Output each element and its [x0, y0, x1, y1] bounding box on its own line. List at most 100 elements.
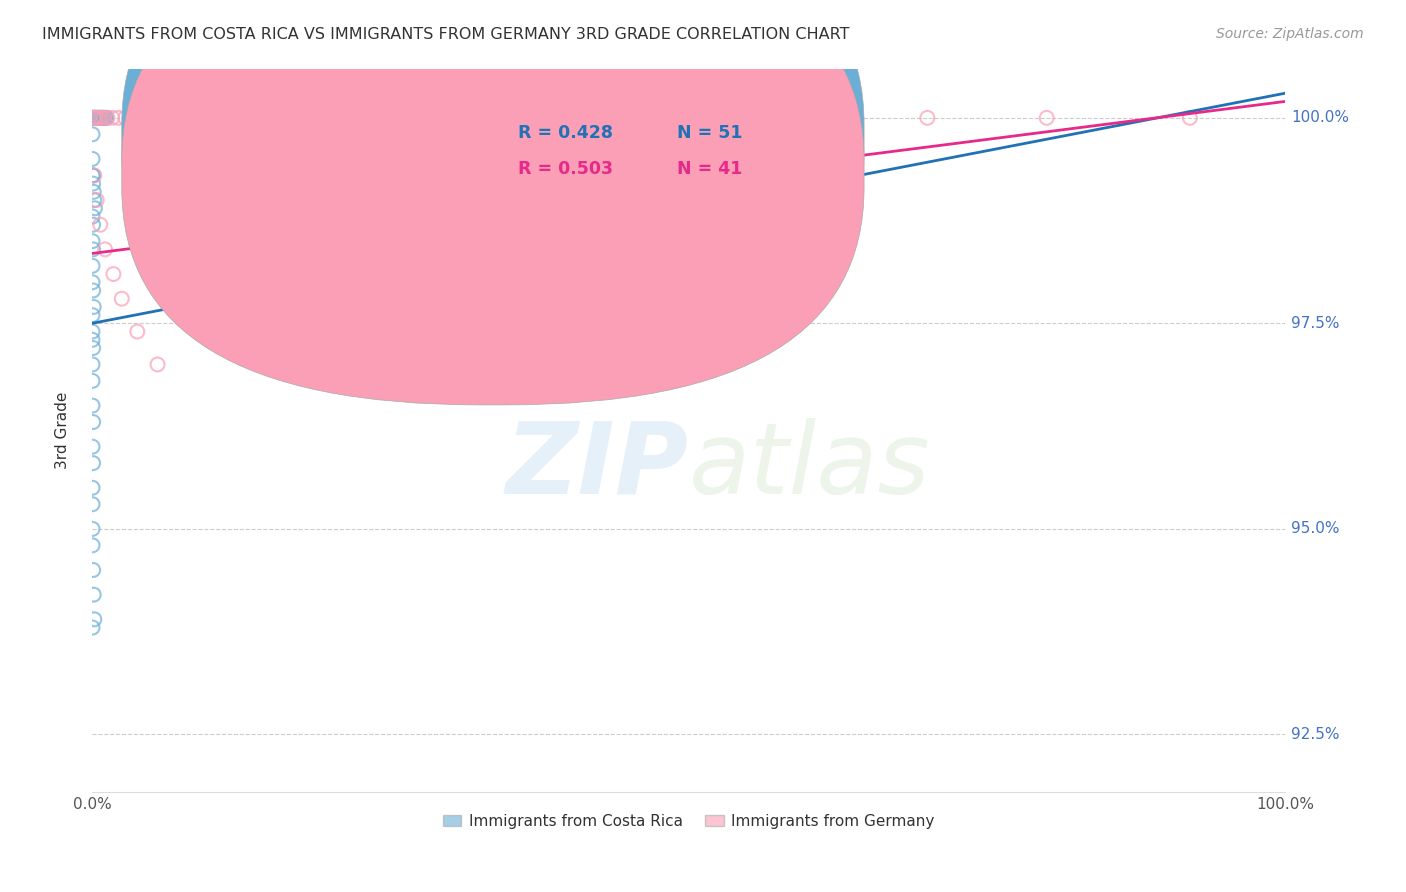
Point: [93, 111, 115, 125]
Point: [224, 111, 246, 125]
Text: N = 51: N = 51: [676, 124, 742, 142]
Point: [82, 358, 104, 372]
Point: [83, 111, 105, 125]
Point: [678, 111, 700, 125]
Text: ZIP: ZIP: [506, 418, 689, 515]
Point: [260, 111, 283, 125]
FancyBboxPatch shape: [122, 0, 865, 405]
Point: [271, 234, 294, 248]
Text: Source: ZipAtlas.com: Source: ZipAtlas.com: [1216, 27, 1364, 41]
Text: IMMIGRANTS FROM COSTA RICA VS IMMIGRANTS FROM GERMANY 3RD GRADE CORRELATION CHAR: IMMIGRANTS FROM COSTA RICA VS IMMIGRANTS…: [42, 27, 849, 42]
Point: [343, 111, 366, 125]
Point: [94, 243, 117, 257]
Point: [84, 111, 107, 125]
Point: [82, 218, 104, 232]
Point: [107, 111, 129, 125]
Text: 97.5%: 97.5%: [1291, 316, 1340, 331]
Point: [229, 210, 252, 224]
Point: [83, 169, 105, 183]
Point: [1178, 111, 1201, 125]
Point: [152, 111, 174, 125]
Point: [82, 111, 104, 125]
Text: R = 0.503: R = 0.503: [517, 161, 613, 178]
Point: [83, 111, 105, 125]
Point: [86, 193, 108, 207]
Point: [86, 111, 108, 125]
Point: [82, 481, 104, 495]
Point: [96, 111, 118, 125]
Point: [82, 341, 104, 355]
Point: [93, 111, 115, 125]
Point: [86, 111, 108, 125]
Point: [101, 111, 124, 125]
Text: 92.5%: 92.5%: [1291, 727, 1340, 742]
Point: [82, 177, 104, 191]
Point: [82, 111, 104, 125]
Point: [82, 440, 104, 454]
Point: [87, 111, 110, 125]
Text: atlas: atlas: [689, 418, 931, 515]
Legend: Immigrants from Costa Rica, Immigrants from Germany: Immigrants from Costa Rica, Immigrants f…: [436, 808, 941, 835]
Point: [439, 111, 461, 125]
Point: [91, 111, 114, 125]
Point: [103, 267, 125, 281]
Point: [797, 111, 820, 125]
Text: N = 41: N = 41: [676, 161, 742, 178]
Point: [89, 218, 111, 232]
Point: [498, 111, 520, 125]
Text: 3rd Grade: 3rd Grade: [55, 392, 69, 469]
Point: [83, 588, 105, 602]
Point: [90, 111, 112, 125]
Point: [236, 259, 259, 273]
Point: [82, 308, 104, 322]
Point: [135, 111, 157, 125]
Point: [84, 111, 107, 125]
Text: 95.0%: 95.0%: [1291, 522, 1340, 536]
Point: [82, 210, 104, 224]
Point: [87, 111, 110, 125]
Point: [82, 275, 104, 289]
Point: [82, 284, 104, 298]
Point: [146, 358, 169, 372]
Point: [82, 152, 104, 166]
Point: [82, 111, 104, 125]
Point: [917, 111, 939, 125]
Point: [194, 308, 217, 322]
Point: [90, 111, 112, 125]
Point: [94, 111, 117, 125]
Point: [82, 333, 104, 347]
Point: [82, 243, 104, 257]
Point: [82, 325, 104, 339]
Point: [82, 621, 104, 635]
Point: [82, 169, 104, 183]
Point: [82, 259, 104, 273]
Point: [114, 111, 136, 125]
Point: [82, 456, 104, 470]
Point: [1035, 111, 1057, 125]
Point: [558, 111, 581, 125]
Point: [84, 111, 107, 125]
Point: [127, 325, 149, 339]
Text: R = 0.428: R = 0.428: [517, 124, 613, 142]
Point: [83, 300, 105, 314]
Point: [122, 111, 145, 125]
Point: [83, 111, 105, 125]
FancyBboxPatch shape: [450, 101, 814, 210]
Point: [83, 111, 105, 125]
Point: [83, 193, 105, 207]
Point: [111, 292, 134, 306]
Point: [170, 259, 193, 273]
Point: [176, 111, 198, 125]
Point: [200, 111, 222, 125]
FancyBboxPatch shape: [122, 0, 865, 368]
Point: [83, 612, 105, 626]
Point: [82, 234, 104, 248]
Point: [96, 111, 118, 125]
Point: [82, 374, 104, 388]
Text: 100.0%: 100.0%: [1291, 111, 1350, 126]
Point: [82, 169, 104, 183]
Point: [82, 128, 104, 142]
Point: [87, 111, 110, 125]
Point: [295, 111, 318, 125]
Point: [82, 563, 104, 577]
